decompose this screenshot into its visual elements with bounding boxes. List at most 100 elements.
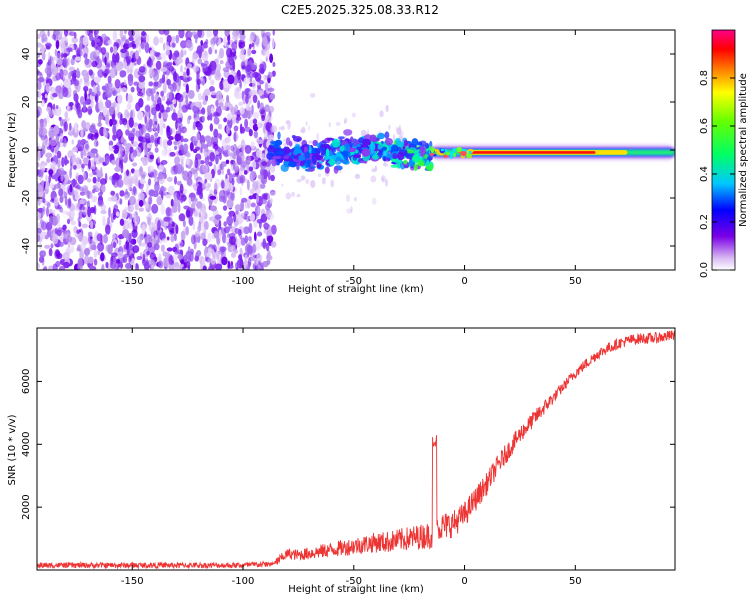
spectrogram-noise-cell xyxy=(79,95,85,105)
spectrogram-xtick-label: -150 xyxy=(121,276,144,287)
spectrogram-noise-cell xyxy=(50,243,54,249)
spectrogram-noise-cell xyxy=(80,127,84,139)
spectrogram-noise-cell xyxy=(37,262,40,269)
spectrogram-noise-cell xyxy=(240,161,247,168)
spectrogram-noise-cell xyxy=(82,101,87,112)
spectrogram-noise-cell xyxy=(68,71,72,81)
spectrogram-noise-cell xyxy=(79,35,83,47)
spectrogram-band-cell xyxy=(342,160,350,165)
spectrogram-noise-cell xyxy=(178,30,185,39)
spectrogram-noise-cell xyxy=(114,79,121,89)
spectrogram-noise-cell xyxy=(217,123,223,130)
spectrogram-noise-cell xyxy=(158,112,162,119)
spectrogram-faint-cell xyxy=(285,192,292,200)
spectrogram-noise-cell xyxy=(75,157,81,165)
spectrogram-noise-cell xyxy=(67,57,70,66)
spectrogram-band-cell xyxy=(343,129,353,136)
spectrogram-noise-cell xyxy=(91,195,98,203)
spectrogram-noise-cell xyxy=(196,134,201,141)
spectrogram-noise-cell xyxy=(107,216,110,226)
spectrogram-noise-cell xyxy=(55,58,63,65)
spectrogram-faint-cell xyxy=(280,125,285,131)
spectrogram-noise-cell xyxy=(137,35,141,47)
colorbar-label: Normalized spectral amplitude xyxy=(738,73,749,227)
spectrogram-noise-cell xyxy=(170,166,177,175)
spectrogram-noise-cell xyxy=(194,157,199,169)
spectrogram-noise-cell xyxy=(153,243,160,251)
spectrogram-noise-cell xyxy=(240,237,246,246)
spectrogram-noise-cell xyxy=(233,131,237,143)
spectrogram-noise-cell xyxy=(91,60,98,68)
spectrogram-noise-cell xyxy=(219,163,223,171)
spectrogram-band-cell xyxy=(272,155,282,160)
spectrogram-noise-cell xyxy=(107,39,113,45)
spectrogram-noise-cell xyxy=(249,213,256,222)
spectrogram-band-cell xyxy=(326,137,335,141)
spectrogram-noise-cell xyxy=(187,170,193,179)
spectrogram-noise-cell xyxy=(87,236,91,245)
spectrogram-xlabel: Height of straight line (km) xyxy=(288,284,424,295)
spectrogram-noise-cell xyxy=(119,147,125,152)
spectrogram-noise-cell xyxy=(268,105,275,113)
spectrogram-noise-cell xyxy=(104,224,111,235)
spectrogram-noise-cell xyxy=(94,38,101,43)
spectrogram-noise-cell xyxy=(148,81,154,87)
spectrogram-noise-cell xyxy=(232,173,237,178)
spectrogram-noise-cell xyxy=(196,78,201,86)
spectrogram-noise-cell xyxy=(258,89,263,97)
spectrogram-noise-cell xyxy=(123,30,128,35)
spectrogram-noise-cell xyxy=(248,235,252,242)
spectrogram-panel: -150 -100 -50 0 50 -40 -20 0 20 40 Height of stra… xyxy=(7,29,676,295)
spectrogram-noise-cell xyxy=(141,224,147,235)
spectrogram-noise-cell xyxy=(143,261,150,270)
spectrogram-noise-cell xyxy=(261,114,266,122)
spectrogram-noise-cell xyxy=(179,242,185,247)
spectrogram-band-cell xyxy=(395,137,401,144)
spectrogram-noise-cell xyxy=(112,124,117,136)
spectrogram-noise-cell xyxy=(187,264,191,270)
spectrogram-noise-cell xyxy=(40,99,45,107)
spectrogram-noise-cell xyxy=(141,30,146,37)
spectrogram-noise-cell xyxy=(233,125,239,132)
spectrogram-noise-cell xyxy=(112,241,117,249)
spectrogram-noise-cell xyxy=(37,109,40,119)
spectrogram-noise-cell xyxy=(213,230,219,239)
spectrogram-noise-cell xyxy=(210,65,216,75)
spectrogram-noise-cell xyxy=(175,34,180,44)
spectrogram-noise-cell xyxy=(227,260,231,269)
spectrogram-noise-cell xyxy=(69,122,72,131)
spectrogram-noise-cell xyxy=(151,203,159,214)
spectrogram-noise-cell xyxy=(83,150,87,157)
spectrogram-band-cell xyxy=(280,164,289,172)
spectrogram-noise-cell xyxy=(232,35,239,41)
spectrogram-noise-cell xyxy=(104,56,107,66)
spectrogram-noise-cell xyxy=(172,81,177,92)
spectrogram-noise-cell xyxy=(97,176,101,183)
spectrogram-noise-cell xyxy=(111,159,117,165)
spectrogram-noise-cell xyxy=(186,68,190,76)
spectrogram-noise-cell xyxy=(132,162,138,167)
spectrogram-faint-cell xyxy=(354,173,361,179)
spectrogram-noise-cell xyxy=(132,186,137,193)
spectrogram-noise-cell xyxy=(166,247,173,252)
spectrogram-noise-cell xyxy=(193,64,199,73)
spectrogram-noise-cell xyxy=(112,214,117,220)
spectrogram-band-cell xyxy=(397,151,405,161)
snr-panel: -150 -100 -50 0 50 2000 4000 6000 Height of str… xyxy=(7,327,676,595)
snr-ytick-label: 4000 xyxy=(21,432,32,457)
spectrogram-noise-cell xyxy=(270,174,275,182)
spectrogram-noise-cell xyxy=(113,110,116,120)
spectrogram-band-cell xyxy=(308,165,316,169)
spectrogram-noise-cell xyxy=(165,194,171,199)
spectrogram-noise-cell xyxy=(85,143,89,150)
spectrogram-noise-cell xyxy=(41,144,46,156)
spectrogram-noise-cell xyxy=(185,94,189,106)
spectrogram-noise-cell xyxy=(225,159,230,164)
spectrogram-noise-cell xyxy=(232,159,236,171)
spectrogram-noise-cell xyxy=(267,194,271,200)
spectrogram-noise-cell xyxy=(92,165,96,170)
spectrogram-band-cell xyxy=(353,154,361,159)
spectrogram-noise-cell xyxy=(83,79,90,87)
spectrogram-noise-cell xyxy=(162,82,167,94)
